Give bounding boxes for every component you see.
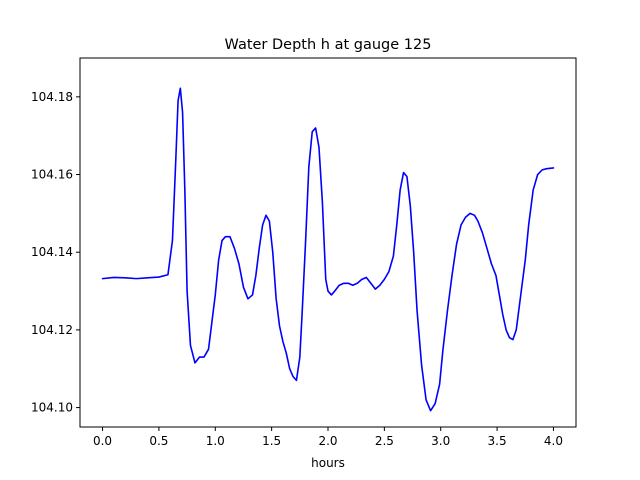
y-axis: 104.10 104.12 104.14 104.16 104.18 <box>31 90 80 415</box>
x-tick-label: 3.0 <box>431 434 450 448</box>
y-tick-label: 104.16 <box>31 168 73 182</box>
y-tick-label: 104.10 <box>31 401 73 415</box>
x-tick-label: 0.5 <box>149 434 168 448</box>
x-tick-label: 4.0 <box>544 434 563 448</box>
x-tick-label: 0.0 <box>93 434 112 448</box>
x-tick-label: 2.0 <box>318 434 337 448</box>
y-tick-label: 104.14 <box>31 245 73 259</box>
x-tick-label: 1.0 <box>206 434 225 448</box>
series-line-0 <box>101 87 555 412</box>
x-axis: 0.0 0.5 1.0 1.5 2.0 2.5 3.0 3.5 4.0 <box>93 427 563 448</box>
chart-title: Water Depth h at gauge 125 <box>225 37 432 53</box>
y-tick-label: 104.18 <box>31 90 73 104</box>
x-tick-label: 2.5 <box>375 434 394 448</box>
x-tick-label: 1.5 <box>262 434 281 448</box>
x-axis-label: hours <box>311 456 345 470</box>
y-tick-label: 104.12 <box>31 323 73 337</box>
x-tick-label: 3.5 <box>488 434 507 448</box>
